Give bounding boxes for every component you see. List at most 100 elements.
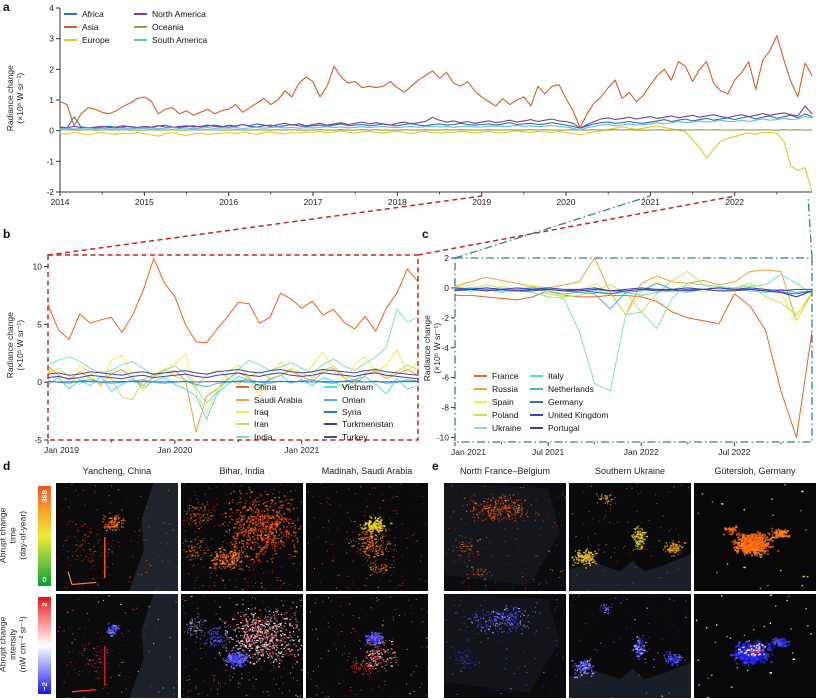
- legend-swatch: [530, 413, 543, 416]
- x-tick-label: Jan 2019: [44, 445, 79, 455]
- series-asia: [59, 35, 813, 129]
- legend-label: Vietnam: [342, 382, 374, 393]
- legend-swatch: [324, 423, 337, 426]
- legend-label: Oceania: [152, 21, 184, 32]
- y-tick-label: 1: [49, 95, 54, 105]
- legend-swatch: [134, 12, 147, 15]
- series-portugal: [454, 288, 813, 298]
- legend-label: Saudi Arabia: [254, 394, 303, 405]
- zoom-box-b: [47, 254, 419, 441]
- y-tick-label: 2: [444, 253, 449, 263]
- legend-label: China: [254, 382, 277, 393]
- y-tick-label: 4: [49, 3, 54, 13]
- map-ukraine-intensity: [569, 594, 691, 698]
- panel-label-c: c: [422, 227, 429, 241]
- legend-swatch: [474, 426, 487, 429]
- map-title-madinah: Madinah, Saudi Arabia: [321, 466, 413, 476]
- panel-label-a: a: [3, 0, 10, 14]
- map-madinah-intensity: [306, 594, 428, 698]
- x-tick-label: 2014: [51, 197, 70, 207]
- y-tick-label: 3: [49, 34, 54, 44]
- legend-swatch: [64, 12, 77, 15]
- map-gutersloh-time: [694, 483, 816, 591]
- map-madinah-time: [306, 483, 428, 591]
- series-south-america: [59, 116, 813, 131]
- legend-swatch: [530, 388, 543, 391]
- y-axis-label-c: Radiance change (×10⁵ W sr⁻¹): [421, 315, 442, 382]
- legend-swatch: [64, 25, 77, 28]
- legend-item-saudi-arabia: Saudi Arabia: [236, 393, 324, 405]
- legend-swatch: [236, 423, 249, 426]
- legend-item-syria: Syria: [324, 406, 393, 418]
- zoom-connector: [807, 195, 813, 259]
- legend-column: Vietnam Oman Syria Turkmenistan Turkey: [324, 381, 393, 443]
- map-yancheng-time: [56, 483, 178, 591]
- map-title-ukraine: Southern Ukraine: [594, 466, 666, 476]
- legend-swatch: [530, 426, 543, 429]
- y-tick-label: 0: [444, 283, 449, 293]
- y-tick-label: -6: [441, 373, 449, 383]
- legend-label: Iran: [254, 419, 269, 430]
- legend-label: Asia: [82, 21, 99, 32]
- legend-label: Syria: [342, 406, 362, 417]
- series-saudi-arabia: [47, 365, 419, 433]
- legend-label: France: [492, 371, 519, 382]
- legend-label: Germany: [548, 396, 583, 407]
- y-tick-label: -1: [46, 156, 54, 166]
- colorbar-time-max: 365: [40, 490, 49, 503]
- legend-swatch: [474, 413, 487, 416]
- y-tick-label: -5: [34, 435, 42, 445]
- map-france-belgium-time: [444, 483, 566, 591]
- legend-label: Iraq: [254, 406, 269, 417]
- legend-item-ukraine: Ukraine: [474, 421, 530, 434]
- series-north-america: [59, 105, 813, 129]
- map-ukraine-time: [569, 483, 691, 591]
- legend-item-poland: Poland: [474, 408, 530, 421]
- series-syria: [47, 381, 419, 383]
- x-tick-label: Jul 2022: [718, 447, 750, 457]
- legend-item-turkey: Turkey: [324, 431, 393, 443]
- x-tick-label: Jul 2021: [532, 447, 564, 457]
- x-tick-label: Jan 2020: [157, 445, 192, 455]
- y-tick-label: -8: [441, 403, 449, 413]
- legend-item-oman: Oman: [324, 393, 393, 405]
- colorbar-intensity-max: 2: [40, 602, 49, 607]
- legend-item-spain: Spain: [474, 396, 530, 409]
- legend-swatch: [324, 435, 337, 438]
- legend-swatch: [324, 386, 337, 389]
- series-india: [47, 308, 419, 404]
- y-axis-label-b: Radiance change (×10⁵ W sr⁻¹): [4, 312, 25, 379]
- legend-column: China Saudi Arabia Iraq Iran India: [236, 381, 324, 443]
- legend-item-united-kingdom: United Kingdom: [530, 408, 608, 421]
- x-tick-label: 2018: [388, 197, 407, 207]
- legend-swatch: [474, 400, 487, 403]
- x-tick-label: 2016: [219, 197, 238, 207]
- series-china: [47, 258, 419, 344]
- y-tick-label: -2: [46, 187, 54, 197]
- map-title-france-belgium: North France–Belgium: [459, 466, 551, 476]
- legend-item-russia: Russia: [474, 383, 530, 396]
- map-title-bihar: Bihar, India: [219, 466, 265, 476]
- legend-label: South America: [152, 34, 208, 45]
- legend-swatch: [134, 25, 147, 28]
- x-tick-label: 2021: [641, 197, 660, 207]
- y-tick-label: -2: [441, 313, 449, 323]
- legend-item-asia: Asia: [64, 20, 134, 33]
- legend-swatch: [474, 388, 487, 391]
- panel-label-d: d: [3, 459, 11, 473]
- legend-column: Africa Asia Europe: [64, 7, 134, 46]
- legend-swatch: [236, 398, 249, 401]
- series-united-kingdom: [454, 287, 813, 292]
- panel-label-e: e: [432, 459, 439, 473]
- legend-item-iraq: Iraq: [236, 406, 324, 418]
- legend-item-africa: Africa: [64, 7, 134, 20]
- legend-label: Oman: [342, 394, 366, 405]
- map-title-gutersloh: Gütersloh, Germany: [714, 466, 796, 476]
- legend-swatch: [64, 38, 77, 41]
- y-tick-label: 5: [37, 319, 42, 329]
- series-vietnam: [47, 374, 419, 420]
- series-poland: [454, 271, 813, 316]
- legend-label: Portugal: [548, 422, 580, 433]
- series-turkey: [47, 369, 419, 376]
